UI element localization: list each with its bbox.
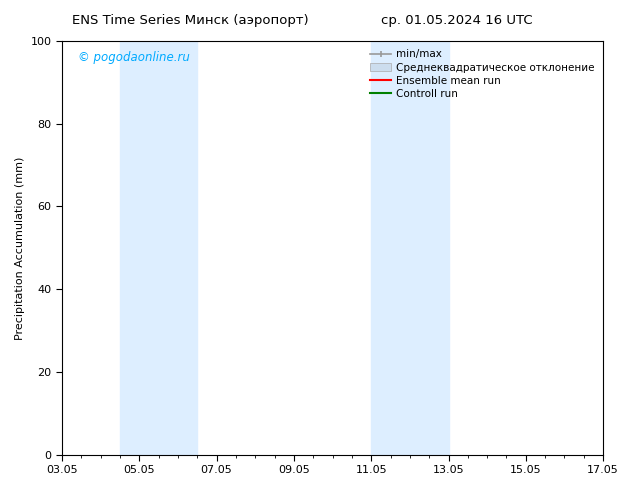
Text: © pogodaonline.ru: © pogodaonline.ru <box>78 51 190 64</box>
Y-axis label: Precipitation Accumulation (mm): Precipitation Accumulation (mm) <box>15 156 25 340</box>
Legend: min/max, Среднеквадратическое отклонение, Ensemble mean run, Controll run: min/max, Среднеквадратическое отклонение… <box>367 46 598 102</box>
Bar <box>371 41 448 455</box>
Text: ENS Time Series Минск (аэропорт): ENS Time Series Минск (аэропорт) <box>72 14 309 27</box>
Bar <box>120 41 197 455</box>
Text: ср. 01.05.2024 16 UTC: ср. 01.05.2024 16 UTC <box>380 14 533 27</box>
